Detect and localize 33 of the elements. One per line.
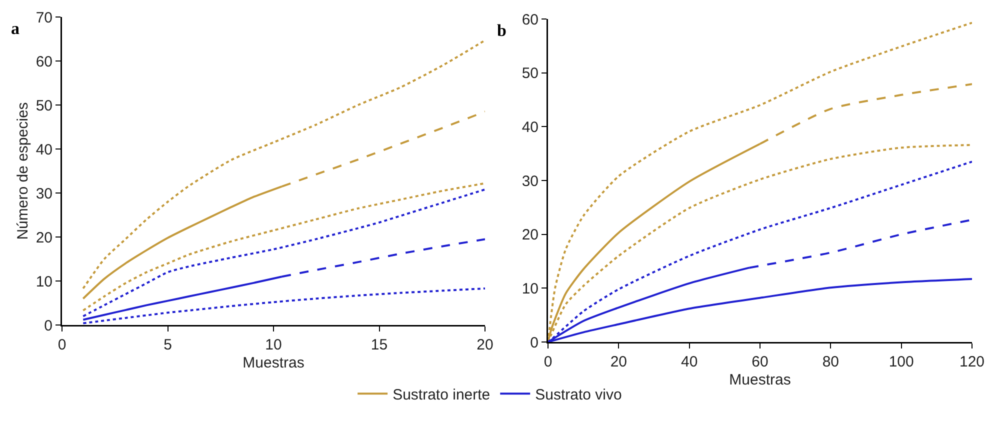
x-tick-label: 15 (370, 336, 388, 354)
y-tick-label: 70 (36, 9, 52, 26)
chart-title: b (497, 21, 506, 40)
x-axis-title: Muestras (729, 371, 791, 388)
y-tick-label: 20 (522, 226, 538, 244)
x-tick-label: 40 (680, 354, 698, 370)
chart-title: a (11, 19, 20, 38)
y-tick-label: 50 (522, 65, 538, 82)
x-tick-label: 80 (822, 354, 840, 370)
x-tick-label: 0 (58, 336, 66, 354)
y-tick-label: 40 (36, 141, 52, 158)
y-tick-label: 30 (522, 172, 538, 190)
x-tick-label: 10 (265, 336, 282, 354)
x-axis-title: Muestras (242, 354, 304, 372)
y-axis-title: Número de especies (14, 102, 32, 240)
legend-label: Sustrato vivo (535, 386, 622, 404)
x-tick-label: 60 (752, 354, 768, 370)
x-tick-label: 100 (888, 354, 914, 370)
y-tick-label: 0 (44, 317, 52, 334)
x-tick-label: 20 (476, 336, 494, 354)
x-tick-label: 120 (959, 354, 985, 370)
x-tick-label: 0 (544, 354, 552, 370)
y-tick-label: 10 (36, 273, 52, 290)
y-tick-label: 30 (36, 185, 52, 202)
x-tick-label: 20 (610, 354, 628, 370)
y-tick-label: 50 (36, 97, 52, 114)
legend-label: Sustrato inerte (392, 386, 490, 404)
y-tick-label: 40 (522, 118, 538, 136)
y-tick-label: 60 (522, 11, 538, 28)
y-tick-label: 10 (522, 280, 538, 298)
y-tick-label: 60 (36, 53, 52, 70)
x-tick-label: 5 (164, 336, 172, 354)
y-tick-label: 20 (36, 229, 52, 246)
